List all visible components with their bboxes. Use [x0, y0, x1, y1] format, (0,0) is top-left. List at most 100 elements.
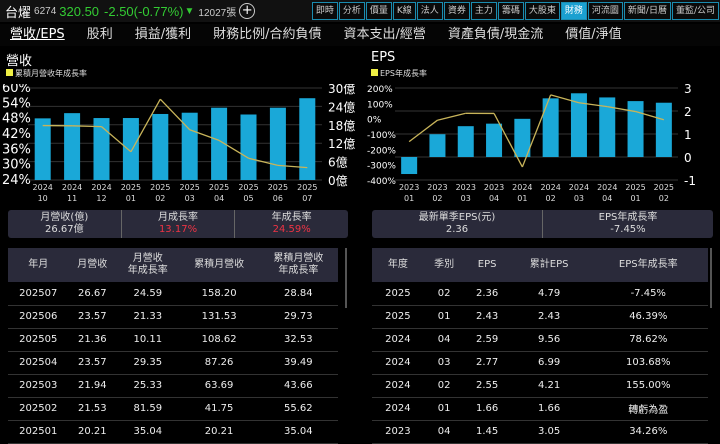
column-header[interactable]: 季別	[424, 248, 465, 282]
x-tick-period: 04	[214, 194, 224, 203]
table-cell: 2.36	[464, 282, 509, 305]
table-header: 年月月營收月營收年成長率累積月營收累積月營收年成長率	[8, 248, 338, 282]
stock-code: 6274	[34, 6, 56, 17]
bar	[152, 114, 168, 180]
table-cell: 10.11	[116, 328, 179, 351]
x-tick-year: 2023	[427, 183, 447, 192]
table-cell: 202503	[8, 374, 69, 397]
x-tick-year: 2024	[91, 183, 111, 192]
tab-營收/EPS[interactable]: 營收/EPS	[10, 24, 65, 46]
table-cell: 2.77	[464, 351, 509, 374]
column-header[interactable]: 年月	[8, 248, 69, 282]
table-cell: 81.59	[116, 397, 179, 420]
button-法人[interactable]: 法人	[417, 2, 443, 20]
column-header[interactable]: 累計EPS	[510, 248, 589, 282]
column-header[interactable]: EPS年成長率	[589, 248, 708, 282]
button-分析[interactable]: 分析	[339, 2, 365, 20]
right-axis-tick: 24億	[328, 100, 355, 114]
button-K線[interactable]: K線	[393, 2, 416, 20]
tab-財務比例/合約負債[interactable]: 財務比例/合約負債	[213, 24, 321, 46]
button-新聞/日曆[interactable]: 新聞/日曆	[624, 2, 671, 20]
table-cell: 158.20	[179, 282, 258, 305]
x-tick-year: 2023	[399, 183, 419, 192]
column-header[interactable]: EPS	[464, 248, 509, 282]
left-axis-tick: 200%	[367, 85, 393, 95]
x-tick-period: 01	[517, 194, 527, 203]
scrollbar[interactable]	[345, 248, 347, 308]
left-axis-tick: 24%	[2, 173, 31, 188]
tab-資本支出/經營[interactable]: 資本支出/經營	[343, 24, 425, 46]
x-tick-year: 2023	[456, 183, 476, 192]
table-cell: 6.99	[510, 351, 589, 374]
x-tick-period: 05	[243, 194, 253, 203]
bar	[458, 126, 474, 157]
left-axis-tick: 30%	[2, 158, 31, 173]
summary-label: 最新單季EPS(元)	[372, 212, 542, 224]
button-即時[interactable]: 即時	[312, 2, 338, 20]
left-axis-tick: 100%	[367, 100, 393, 110]
button-大股東[interactable]: 大股東	[525, 2, 560, 20]
table-cell: 4.21	[510, 374, 589, 397]
button-資券[interactable]: 資券	[444, 2, 470, 20]
column-header[interactable]: 累積月營收	[179, 248, 258, 282]
column-header[interactable]: 月營收	[69, 248, 117, 282]
button-主力[interactable]: 主力	[471, 2, 497, 20]
x-tick-period: 04	[489, 194, 499, 203]
table-cell: 21.36	[69, 328, 117, 351]
table-cell: 29.73	[259, 305, 338, 328]
summary-item: 最新單季EPS(元)2.36	[372, 210, 543, 238]
column-header[interactable]: 月營收年成長率	[116, 248, 179, 282]
summary-item: EPS年成長率-7.45%	[543, 210, 713, 238]
tab-資產負債/現金流[interactable]: 資產負債/現金流	[448, 24, 543, 46]
column-header[interactable]: 年度	[372, 248, 424, 282]
column-header[interactable]: 累積月營收年成長率	[259, 248, 338, 282]
x-tick-year: 2024	[569, 183, 589, 192]
tab-bar: 營收/EPS 股利損益/獲利財務比例/合約負債資本支出/經營 資產負債/現金流價值/…	[0, 24, 720, 46]
revenue-title: 營收	[6, 50, 32, 69]
button-財務[interactable]: 財務	[561, 2, 587, 20]
tab-價值/淨值[interactable]: 價值/淨值	[565, 24, 621, 46]
tab-損益/獲利[interactable]: 損益/獲利	[135, 24, 191, 46]
table-cell: 2025	[372, 305, 424, 328]
button-籌碼[interactable]: 籌碼	[498, 2, 524, 20]
table-cell: 63.69	[179, 374, 258, 397]
x-tick-period: 01	[126, 194, 136, 203]
table-cell: 4.79	[510, 282, 589, 305]
table-cell: 202504	[8, 351, 69, 374]
scrollbar[interactable]	[710, 248, 712, 308]
bar	[270, 108, 286, 180]
bar	[35, 118, 51, 180]
x-tick-year: 2025	[297, 183, 317, 192]
button-河流圖[interactable]: 河流圖	[588, 2, 623, 20]
tab-股利[interactable]: 股利	[87, 24, 113, 46]
table-cell: 轉虧為盈	[589, 397, 708, 420]
table-cell: 2.55	[464, 374, 509, 397]
bar	[543, 98, 559, 157]
down-arrow-icon: ▼	[185, 6, 195, 17]
x-tick-year: 2025	[238, 183, 258, 192]
table-cell: 9.56	[510, 328, 589, 351]
revenue-legend: 累積月營收年成長率	[6, 68, 87, 79]
button-價量[interactable]: 價量	[366, 2, 392, 20]
summary-label: EPS年成長率	[543, 212, 713, 224]
x-tick-year: 2025	[209, 183, 229, 192]
eps-panel: EPS EPS年成長率 200%100%0%-100%-200%-300%-40…	[365, 48, 720, 440]
button-董監/公司[interactable]: 董監/公司	[672, 2, 719, 20]
